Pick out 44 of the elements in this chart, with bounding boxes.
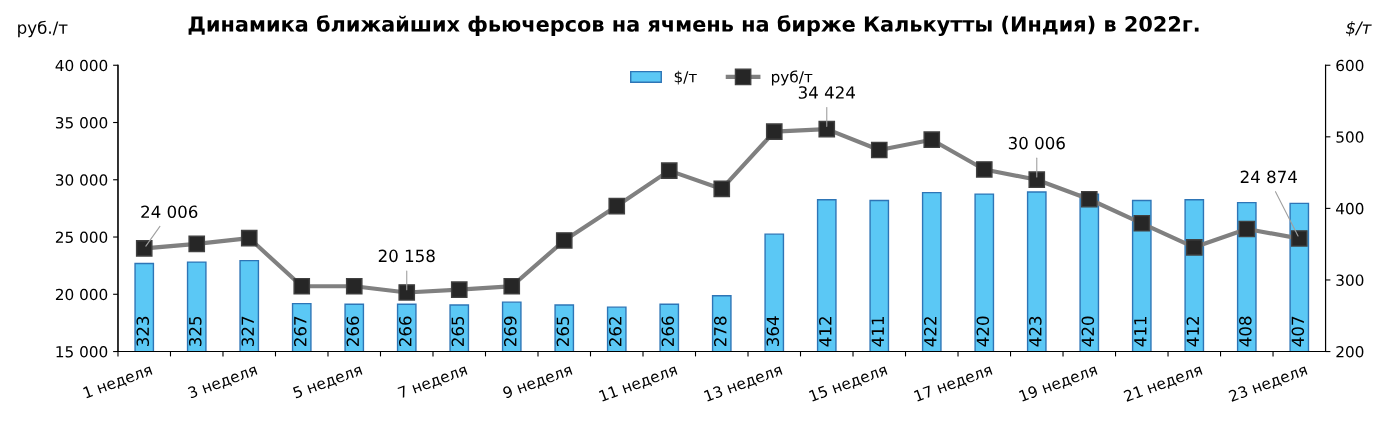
data-label: 34 424 bbox=[798, 86, 855, 99]
data-label: 20 158 bbox=[378, 249, 435, 263]
data-label: 323 bbox=[136, 316, 150, 346]
y2-tick-label: 500 bbox=[1336, 131, 1364, 143]
chart-title: Динамика ближайших фьючерсов на ячмень на бирже Калькутты (Индия) в 2022г. bbox=[188, 15, 1199, 37]
data-label: 327 bbox=[241, 316, 255, 346]
y-tick-label: 25 000 bbox=[55, 231, 108, 244]
y-axis-title: руб./т bbox=[18, 20, 68, 38]
legend-label: $/т bbox=[674, 70, 697, 85]
data-label: 24 874 bbox=[1240, 170, 1297, 184]
data-label: 423 bbox=[1029, 316, 1042, 347]
y-tick-label: 30 000 bbox=[55, 174, 108, 186]
data-label: 407 bbox=[1291, 316, 1305, 347]
data-label: 265 bbox=[451, 316, 465, 347]
data-label: 262 bbox=[608, 317, 622, 347]
data-label: 266 bbox=[398, 316, 412, 347]
y2-axis-title: $/т bbox=[1345, 21, 1372, 37]
data-label: 411 bbox=[871, 316, 884, 347]
legend-label: руб/т bbox=[771, 70, 813, 86]
data-label: 30 006 bbox=[1008, 136, 1065, 150]
y2-tick-label: 400 bbox=[1336, 202, 1364, 215]
data-label: 420 bbox=[1081, 316, 1095, 347]
data-label: 24 006 bbox=[141, 205, 198, 219]
data-label: 408 bbox=[1239, 316, 1252, 347]
data-label: 266 bbox=[661, 316, 675, 347]
data-label: 420 bbox=[976, 316, 990, 347]
data-label: 411 bbox=[1134, 316, 1147, 347]
data-label: 269 bbox=[503, 316, 517, 347]
data-label: 422 bbox=[924, 317, 937, 347]
y-tick-label: 40 000 bbox=[55, 59, 108, 72]
data-label: 412 bbox=[1186, 317, 1199, 347]
y-tick-label: 15 000 bbox=[56, 346, 108, 358]
data-label: 265 bbox=[556, 316, 570, 347]
data-label: 412 bbox=[818, 317, 832, 347]
data-label: 325 bbox=[188, 316, 202, 346]
data-label: 278 bbox=[713, 316, 727, 347]
y2-tick-label: 300 bbox=[1336, 274, 1364, 286]
data-label: 267 bbox=[293, 316, 307, 347]
data-label: 266 bbox=[346, 316, 360, 347]
y-tick-label: 20 000 bbox=[55, 288, 108, 301]
y2-tick-label: 600 bbox=[1336, 59, 1364, 72]
y2-tick-label: 200 bbox=[1336, 346, 1364, 358]
data-label: 364 bbox=[766, 316, 780, 346]
y-tick-label: 35 000 bbox=[55, 116, 108, 129]
